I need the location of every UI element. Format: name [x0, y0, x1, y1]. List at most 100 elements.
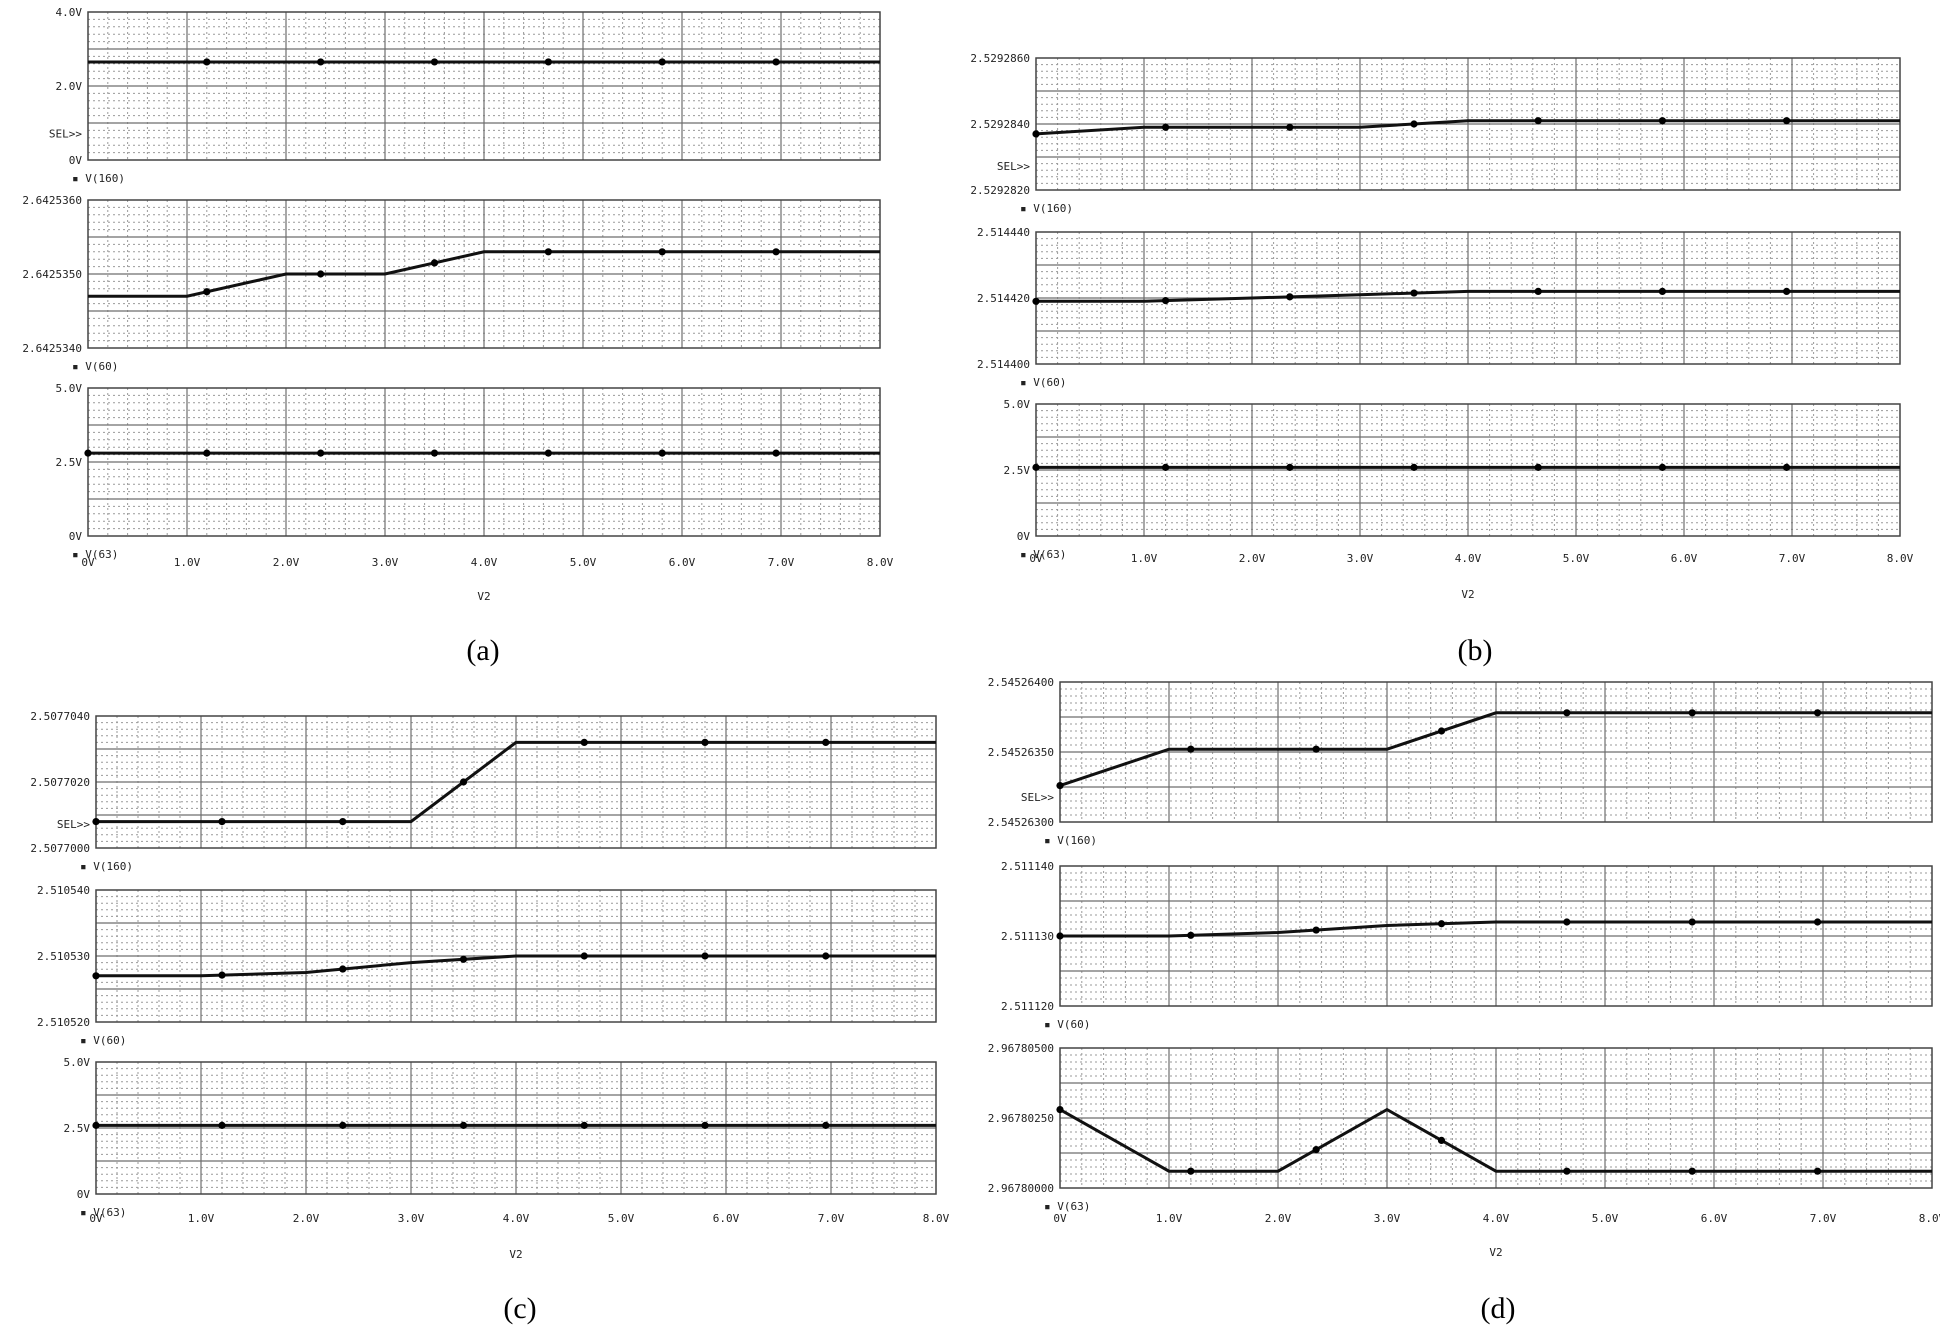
y-tick-label: 2.514440 [977, 226, 1030, 239]
data-point [430, 259, 439, 267]
data-point [1187, 745, 1195, 753]
x-tick-label: 5.0V [1563, 552, 1590, 565]
x-tick-label: 6.0V [713, 1212, 740, 1225]
data-point [1534, 463, 1542, 471]
y-tick-label: 5.0V [56, 382, 83, 395]
sel-marker-label: SEL>> [997, 160, 1030, 173]
data-point [1056, 932, 1064, 940]
x-tick-label: 7.0V [1779, 552, 1806, 565]
data-point [459, 1121, 468, 1129]
x-axis-title: V2 [1461, 588, 1474, 601]
y-tick-label: 2.54526350 [988, 746, 1054, 759]
data-point [1162, 297, 1170, 305]
y-tick-label: 2.6425350 [22, 268, 82, 281]
data-point [1563, 709, 1571, 717]
trace-label: ▪ V(160) [1020, 202, 1073, 215]
sel-marker-label: SEL>> [1021, 791, 1054, 804]
x-tick-label: 0V [1029, 552, 1043, 565]
sel-marker-label: SEL>> [57, 818, 90, 831]
data-point [1056, 782, 1064, 790]
trace-label: ▪ V(63) [1044, 1200, 1090, 1213]
trace-label: ▪ V(160) [72, 172, 125, 185]
y-tick-label: 2.5077020 [30, 776, 90, 789]
y-tick-label: 2.0V [56, 80, 83, 93]
subplot-2: 2.6425360 2.6425350 2.6425340 ▪ V(60) [22, 194, 881, 373]
y-tick-label: 2.5292820 [970, 184, 1030, 197]
plot-frame [1059, 681, 1933, 823]
x-tick-label: 7.0V [818, 1212, 845, 1225]
y-tick-label: 0V [69, 530, 83, 543]
chart-panel-2: 2.5292860 2.5292840 2.5292820 SEL>> ▪ V(160)… [970, 52, 1913, 667]
x-tick-label: 3.0V [1374, 1212, 1401, 1225]
data-point [1688, 709, 1696, 717]
data-point [1783, 117, 1791, 125]
data-point [1312, 926, 1320, 934]
data-point [1437, 1136, 1446, 1144]
y-tick-label: 2.514420 [977, 292, 1030, 305]
y-tick-label: 2.96780500 [988, 1042, 1054, 1055]
data-point [544, 248, 552, 256]
data-point [317, 270, 325, 278]
chart-panel-4: 2.54526400 2.54526350 2.54526300 SEL>> ▪ V(1… [988, 676, 1940, 1325]
y-tick-label: 2.511140 [1001, 860, 1054, 873]
x-tick-label: 7.0V [768, 556, 795, 569]
data-point [1187, 1167, 1195, 1175]
subplot-3: 5.0V 2.5V 0V ▪ V(63) [1004, 398, 1901, 561]
y-tick-label: 2.5292860 [970, 52, 1030, 65]
x-tick-label: 0V [81, 556, 95, 569]
y-tick-label: 2.6425340 [22, 342, 82, 355]
x-tick-label: 1.0V [1156, 1212, 1183, 1225]
x-tick-label: 2.0V [273, 556, 300, 569]
data-point [1187, 931, 1195, 939]
y-tick-label: 2.514400 [977, 358, 1030, 371]
data-point [218, 1121, 226, 1129]
panel-caption: (d) [1481, 1292, 1516, 1325]
y-tick-label: 2.5077040 [30, 710, 90, 723]
plot-frame [87, 387, 881, 537]
data-point [1032, 130, 1040, 138]
x-axis-title: V2 [509, 1248, 522, 1261]
data-point [701, 952, 709, 960]
data-point [1783, 463, 1791, 471]
plot-frame [1035, 57, 1901, 191]
data-point [1410, 463, 1418, 471]
x-tick-label: 8.0V [867, 556, 894, 569]
data-point [1813, 918, 1822, 926]
data-point [1410, 120, 1418, 128]
data-point [1783, 287, 1791, 295]
chart-panel-1: 4.0V 2.0V 0V SEL>> ▪ V(160) 2.6425360 2.642535… [22, 6, 893, 667]
x-tick-label: 5.0V [570, 556, 597, 569]
trace-label: ▪ V(60) [1044, 1018, 1090, 1031]
data-point [772, 248, 780, 256]
data-point [203, 58, 211, 66]
data-point [459, 955, 468, 963]
data-point [544, 449, 552, 457]
x-tick-label: 4.0V [503, 1212, 530, 1225]
y-tick-label: 2.96780000 [988, 1182, 1054, 1195]
y-tick-label: 2.510530 [37, 950, 90, 963]
sel-marker-label: SEL>> [49, 127, 82, 140]
data-point [1813, 709, 1822, 717]
data-point [1658, 287, 1666, 295]
data-point [339, 818, 347, 826]
data-point [1658, 117, 1666, 125]
y-tick-label: 2.511120 [1001, 1000, 1054, 1013]
x-tick-label: 8.0V [1887, 552, 1914, 565]
data-point [1312, 1146, 1320, 1154]
data-point [822, 738, 830, 747]
data-point [84, 449, 92, 457]
data-point [92, 818, 100, 826]
data-point [317, 58, 325, 66]
data-point [658, 248, 666, 256]
data-point [1162, 463, 1170, 471]
data-point [92, 1121, 100, 1129]
data-point [772, 58, 780, 66]
y-tick-label: 2.6425360 [22, 194, 82, 207]
y-tick-label: 0V [1017, 530, 1031, 543]
data-point [580, 738, 588, 747]
data-point [1286, 293, 1294, 301]
subplot-3: 2.96780500 2.96780250 2.96780000 ▪ V(63) [988, 1042, 1933, 1213]
trace-label: ▪ V(160) [1044, 834, 1097, 847]
data-point [658, 58, 666, 66]
y-tick-label: 2.5077000 [30, 842, 90, 855]
